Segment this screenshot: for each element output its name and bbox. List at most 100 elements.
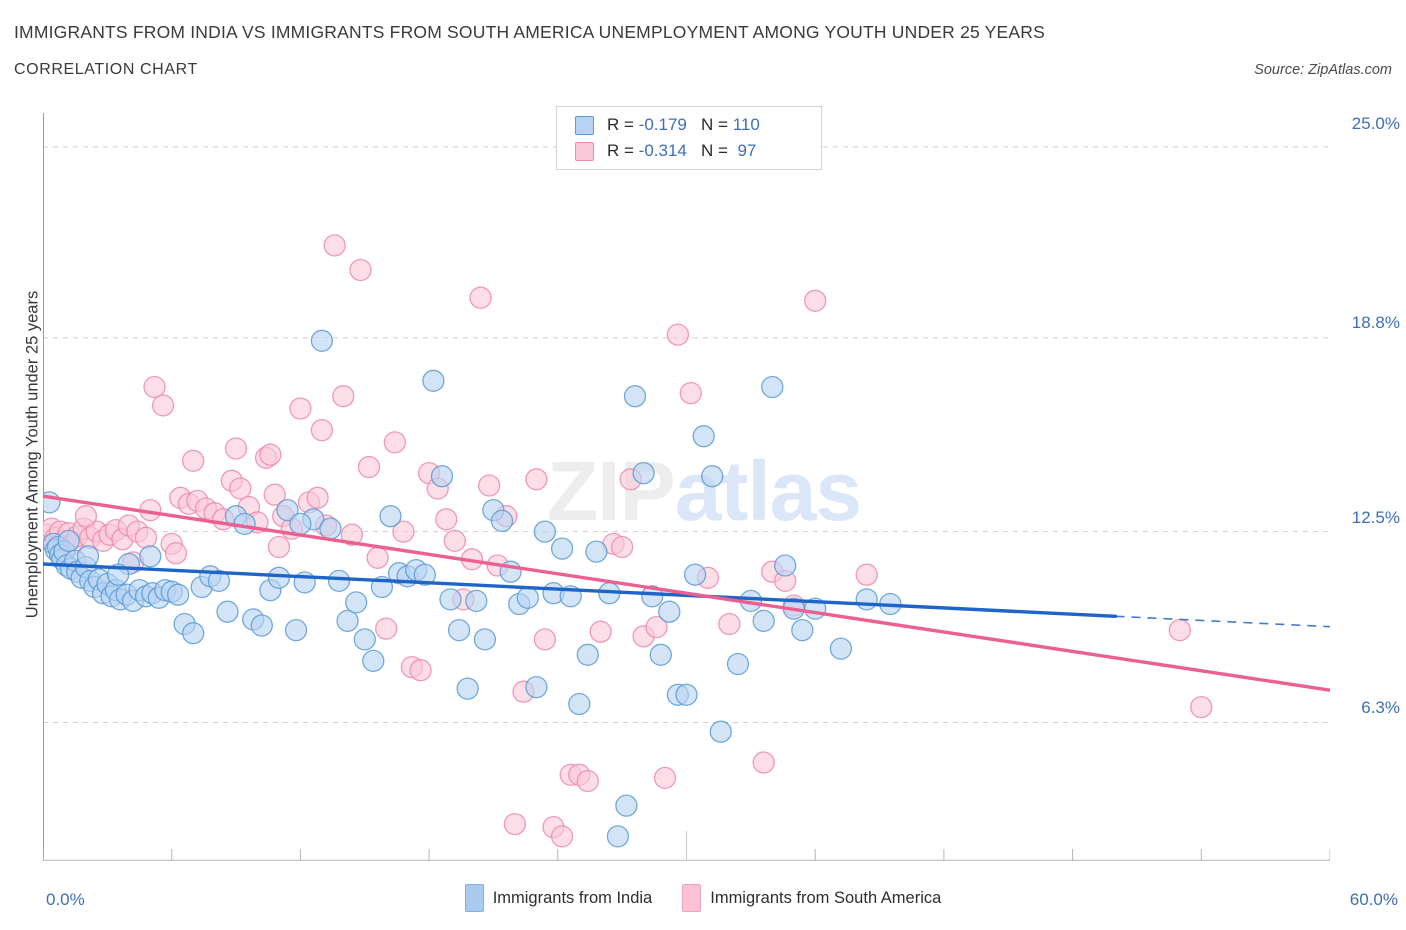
- data-point: [76, 545, 100, 568]
- data-point: [478, 474, 501, 497]
- data-point: [645, 615, 668, 639]
- data-point: [289, 512, 312, 536]
- data-point: [443, 529, 466, 553]
- data-point: [469, 286, 492, 309]
- data-point: [362, 649, 385, 673]
- data-point: [576, 643, 599, 666]
- data-point: [263, 483, 286, 506]
- legend-item-south-america[interactable]: Immigrants from South America: [682, 884, 941, 912]
- data-point: [357, 455, 381, 479]
- trendline-india-extension: [1115, 615, 1330, 628]
- y-tick-label-3: 6.3%: [1361, 698, 1400, 717]
- data-point: [606, 825, 630, 848]
- data-point: [332, 385, 355, 408]
- data-point: [576, 769, 599, 793]
- data-point: [533, 628, 557, 651]
- data-point: [435, 508, 458, 531]
- data-point: [340, 523, 364, 546]
- data-point: [683, 563, 707, 586]
- data-point: [692, 425, 715, 448]
- data-point: [718, 612, 741, 636]
- legend-label-south-america: Immigrants from South America: [710, 888, 942, 907]
- data-point: [409, 659, 432, 682]
- data-point: [57, 529, 80, 553]
- data-point: [752, 609, 775, 633]
- data-point: [855, 588, 878, 611]
- y-tick-label-2: 12.5%: [1351, 508, 1400, 527]
- data-point: [284, 618, 308, 642]
- data-point: [74, 505, 98, 528]
- data-point: [336, 609, 359, 633]
- data-point: [641, 585, 664, 608]
- data-point: [310, 329, 334, 352]
- data-point: [366, 546, 389, 569]
- data-point: [1168, 618, 1191, 642]
- scatter-plot-area[interactable]: [43, 113, 1330, 861]
- data-point: [166, 583, 190, 606]
- data-point: [379, 505, 402, 528]
- legend-swatch-india-icon: [464, 884, 484, 912]
- x-axis-min-label: 0.0%: [46, 890, 85, 909]
- data-point: [632, 461, 655, 485]
- data-point: [623, 385, 647, 408]
- data-point: [289, 397, 312, 420]
- data-point: [525, 468, 548, 491]
- data-point: [533, 520, 557, 543]
- data-point: [267, 566, 291, 589]
- x-axis-max-label: 60.0%: [1349, 890, 1398, 909]
- data-point: [327, 569, 351, 593]
- data-point: [250, 614, 273, 637]
- data-point: [585, 540, 608, 563]
- legend-item-india[interactable]: Immigrants from India: [464, 884, 653, 912]
- data-point: [804, 289, 827, 312]
- y-axis-title: Unemployment Among Youth under 25 years: [23, 290, 42, 619]
- data-point: [525, 675, 548, 699]
- data-point: [490, 509, 514, 533]
- data-point: [503, 812, 527, 836]
- stats-row-south-america: R = -0.314 N = 97: [557, 138, 821, 164]
- india-swatch-icon: [575, 115, 594, 135]
- data-point: [726, 652, 750, 676]
- y-tick-label-1: 18.8%: [1351, 313, 1400, 332]
- data-point: [310, 418, 334, 442]
- trendline-south-america: [43, 494, 1330, 692]
- y-tick-label-0: 25.0%: [1351, 114, 1400, 133]
- data-point: [134, 526, 158, 549]
- data-point: [182, 622, 205, 645]
- south-america-r-text: R = -0.314 N = 97: [607, 141, 757, 160]
- legend-label-india: Immigrants from India: [492, 888, 653, 907]
- data-point: [229, 477, 252, 500]
- data-point: [164, 542, 188, 565]
- data-point: [1190, 695, 1213, 719]
- data-point: [465, 589, 488, 613]
- data-point: [383, 431, 406, 454]
- data-point: [610, 535, 634, 559]
- south-america-swatch-icon: [575, 141, 594, 161]
- data-point: [675, 683, 698, 706]
- page-title: IMMIGRANTS FROM INDIA VS IMMIGRANTS FROM…: [14, 22, 1046, 42]
- legend-swatch-south-america-icon: [682, 884, 702, 912]
- data-point: [413, 563, 436, 586]
- data-point: [701, 465, 724, 488]
- data-point: [345, 591, 368, 614]
- chart-legend: Immigrants from India Immigrants from So…: [0, 884, 1406, 912]
- stats-row-india: R = -0.179 N = 110: [557, 112, 821, 138]
- data-point: [224, 437, 248, 460]
- data-point: [323, 234, 346, 257]
- data-point: [349, 258, 372, 282]
- data-point: [439, 588, 462, 611]
- trendline-india: [43, 562, 1118, 618]
- data-point: [658, 600, 681, 623]
- data-point: [267, 535, 291, 559]
- data-point: [709, 720, 732, 743]
- source-label: Source: ZipAtlas.com: [1254, 62, 1392, 78]
- plot-svg: [43, 113, 1330, 861]
- series-points-south-america: [43, 234, 1213, 848]
- data-point: [216, 600, 239, 623]
- data-point: [649, 643, 672, 666]
- data-point: [182, 449, 205, 472]
- data-point: [473, 628, 497, 651]
- data-point: [139, 545, 162, 568]
- data-point: [375, 617, 398, 640]
- data-point: [829, 637, 853, 660]
